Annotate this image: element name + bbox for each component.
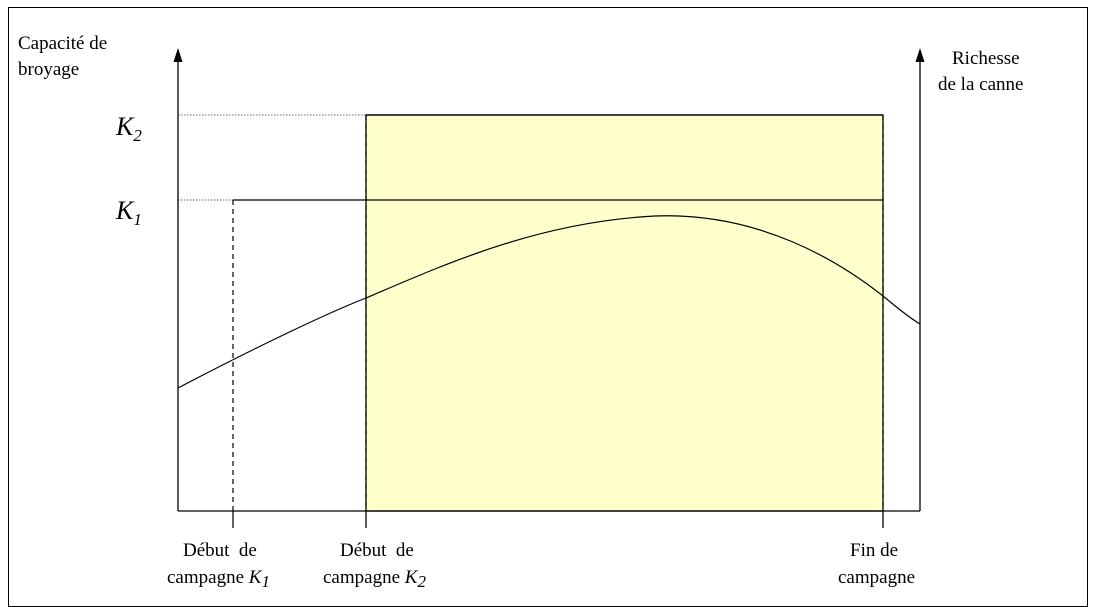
end-label-line1: Fin de (850, 540, 898, 561)
right-axis-arrow-icon (915, 48, 925, 62)
y-axis-label-right-line1: Richesse (952, 48, 1020, 69)
start-k1-label-line2: campagne K1 (167, 567, 270, 591)
start-k2-label-line2: campagne K2 (323, 567, 426, 591)
left-axis-arrow-icon (173, 48, 183, 62)
k2-label: K2 (115, 112, 142, 145)
end-label-line2: campagne (838, 567, 915, 588)
k1-label: K1 (115, 196, 142, 229)
start-k1-label-line1: Début de (183, 540, 257, 561)
start-k2-label-line1: Début de (340, 540, 414, 561)
y-axis-label-left-line1: Capacité de (18, 33, 107, 54)
k2-shaded-region (365, 114, 884, 512)
cane-richness-curve (177, 215, 921, 389)
y-axis-label-left-line2: broyage (18, 59, 79, 80)
y-axis-label-right-line2: de la canne (938, 74, 1023, 95)
